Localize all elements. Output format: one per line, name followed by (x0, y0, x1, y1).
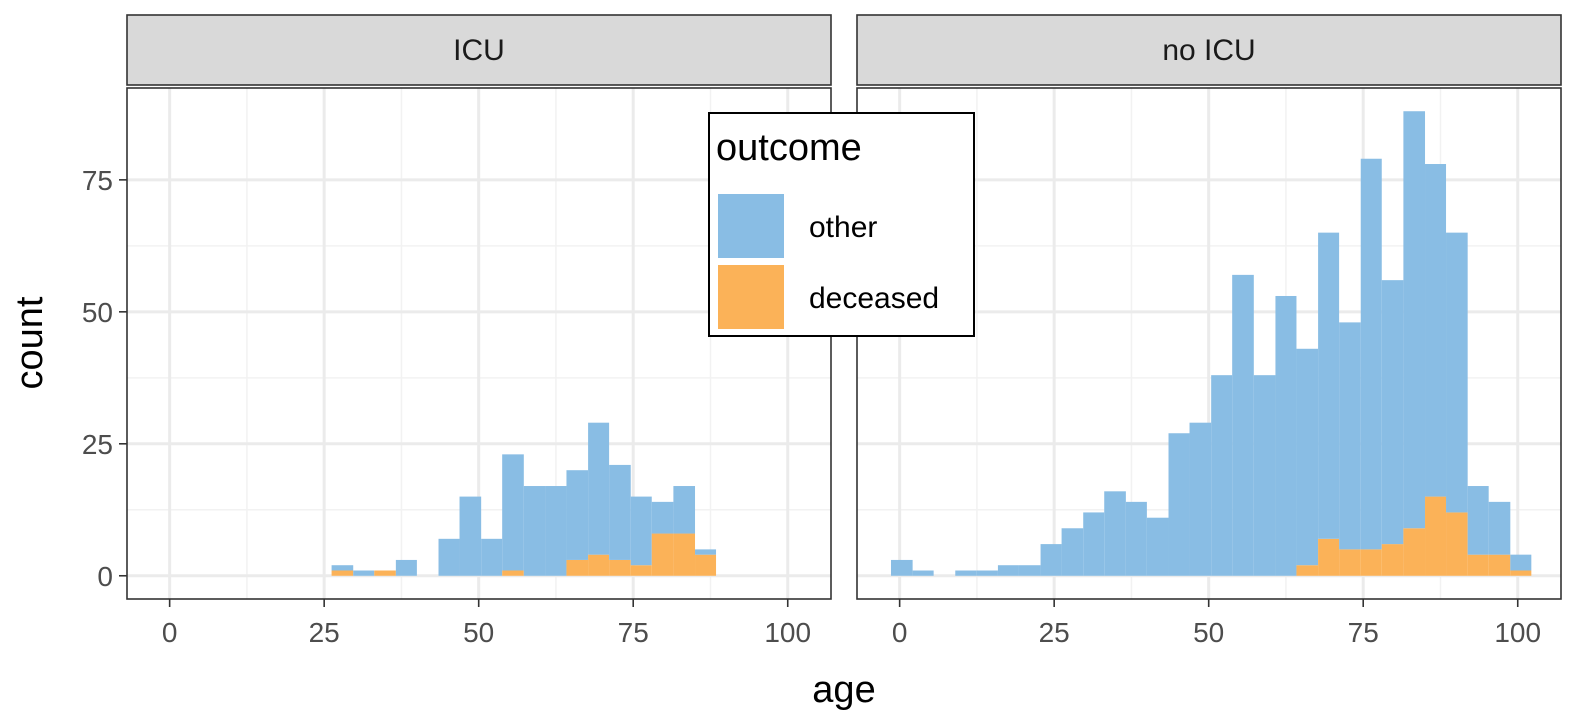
x-tick-label: 75 (1348, 617, 1379, 648)
x-tick-label: 100 (1494, 617, 1541, 648)
bar-other (588, 422, 610, 555)
bar-other (481, 538, 503, 576)
bar-other (395, 559, 417, 576)
y-tick-label: 25 (82, 429, 113, 460)
bar-deceased (502, 570, 524, 576)
bar-other (1360, 158, 1382, 550)
bar-other (1467, 486, 1489, 555)
bar-other (1211, 375, 1233, 576)
bar-deceased (1360, 549, 1382, 576)
bar-other (438, 538, 460, 576)
legend-swatch (718, 194, 784, 258)
y-axis-title: count (9, 296, 51, 389)
bar-other (673, 486, 696, 534)
facet-panel: no ICU 0 25 50 75 100 (856, 14, 1562, 648)
bar-other (1275, 295, 1297, 576)
facet-strip-label: no ICU (1162, 34, 1255, 67)
bar-deceased (588, 554, 610, 576)
x-axis-title: age (812, 669, 875, 711)
bar-deceased (1296, 565, 1319, 576)
facet-strip (856, 14, 1562, 86)
bar-other (1425, 164, 1447, 497)
bar-other (502, 454, 524, 571)
bar-other (1339, 322, 1361, 550)
bar-deceased (374, 570, 396, 576)
bar-deceased (1381, 544, 1404, 576)
bar-deceased (609, 559, 631, 576)
bar-deceased (331, 570, 354, 576)
bar-other (566, 470, 589, 560)
bar-other (1488, 501, 1511, 555)
bar-other (695, 549, 717, 555)
legend-swatch (718, 265, 784, 329)
bar-other (1510, 554, 1532, 571)
bar-other (651, 501, 674, 534)
bar-other (912, 570, 934, 576)
bar-other (1061, 528, 1084, 576)
bar-other (1446, 232, 1468, 513)
bar-other (545, 486, 567, 576)
legend-label: deceased (809, 282, 939, 315)
bar-other (955, 570, 977, 576)
bar-deceased (1446, 512, 1468, 576)
bar-deceased (1488, 554, 1511, 576)
bar-other (1403, 111, 1426, 529)
bar-other (890, 559, 913, 576)
bar-deceased (630, 565, 652, 576)
bar-deceased (695, 554, 717, 576)
x-tick-label: 25 (309, 617, 340, 648)
bar-other (976, 570, 998, 576)
bar-other (1381, 280, 1404, 545)
bar-other (609, 464, 631, 560)
facet-strip (126, 14, 832, 86)
bar-other (1189, 422, 1212, 576)
bar-other (1146, 517, 1169, 576)
bar-other (331, 565, 354, 571)
x-tick-label: 25 (1039, 617, 1070, 648)
bar-other (1125, 501, 1147, 576)
y-tick-label: 50 (82, 297, 113, 328)
bar-deceased (1403, 528, 1426, 576)
x-tick-label: 0 (162, 617, 178, 648)
bar-other (523, 486, 546, 576)
bar-other (1318, 232, 1340, 539)
bar-deceased (673, 533, 696, 576)
bar-deceased (1510, 570, 1532, 576)
bar-other (353, 570, 375, 576)
bar-deceased (566, 559, 589, 576)
x-tick-label: 50 (1193, 617, 1224, 648)
legend: outcome other deceased (708, 112, 975, 337)
bar-other (1296, 348, 1319, 566)
y-tick-label: 75 (82, 165, 113, 196)
bar-other (1018, 565, 1041, 576)
legend-label: other (809, 211, 877, 244)
bar-other (1232, 274, 1254, 576)
bar-other (459, 496, 482, 576)
bar-deceased (651, 533, 674, 576)
bar-other (997, 565, 1019, 576)
bar-other (630, 496, 652, 566)
bar-other (1168, 433, 1190, 576)
facet-strip-label: ICU (453, 34, 505, 67)
bar-deceased (1339, 549, 1361, 576)
x-tick-label: 100 (764, 617, 811, 648)
bar-other (1253, 375, 1276, 576)
x-tick-label: 0 (892, 617, 908, 648)
bar-other (1083, 512, 1105, 576)
y-tick-label: 0 (97, 561, 113, 592)
x-tick-label: 75 (618, 617, 649, 648)
bar-other (1104, 491, 1126, 576)
bar-deceased (1467, 554, 1489, 576)
bar-other (1040, 544, 1062, 576)
bar-deceased (1318, 538, 1340, 576)
bar-deceased (1425, 496, 1447, 576)
x-tick-label: 50 (463, 617, 494, 648)
legend-title: outcome (716, 127, 862, 169)
